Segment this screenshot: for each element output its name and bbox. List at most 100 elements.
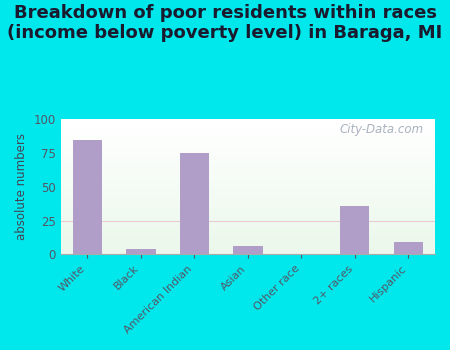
Bar [61,241,435,242]
Bar [61,224,435,225]
Bar [61,203,435,204]
Bar [61,245,435,246]
Bar [61,131,435,132]
Bar [61,249,435,250]
Bar [61,205,435,206]
Bar [61,198,435,199]
Bar [61,200,435,201]
Bar [61,201,435,202]
Bar [61,191,435,192]
Bar [61,148,435,149]
Bar [61,214,435,215]
Bar [61,132,435,133]
Bar [61,202,435,203]
Bar [61,158,435,159]
Bar [61,168,435,169]
Bar [61,226,435,227]
Bar [61,146,435,147]
Bar [61,242,435,243]
Bar [61,208,435,209]
Bar [61,121,435,122]
Bar [61,186,435,187]
Bar [61,204,435,205]
Bar [61,165,435,166]
Bar [126,249,156,254]
Bar [61,120,435,121]
Bar [61,139,435,140]
Bar [61,247,435,248]
Bar [61,213,435,214]
Bar [61,144,435,145]
Bar [61,157,435,158]
Bar [61,199,435,200]
Bar [61,209,435,210]
Bar [61,251,435,252]
Bar [61,167,435,168]
Bar [61,179,435,180]
Bar [61,189,435,190]
Bar [61,184,435,185]
Bar [61,149,435,150]
Bar [61,219,435,220]
Bar [61,211,435,212]
Bar [61,216,435,217]
Bar [61,145,435,146]
Bar [61,210,435,211]
Bar [61,178,435,179]
Bar [61,169,435,170]
Bar [61,163,435,164]
Bar [61,153,435,154]
Bar [61,135,435,136]
Bar [61,243,435,244]
Bar [61,128,435,129]
Bar [61,137,435,138]
Bar [61,240,435,241]
Text: Breakdown of poor residents within races
(income below poverty level) in Baraga,: Breakdown of poor residents within races… [7,4,443,42]
Bar [61,177,435,178]
Bar [61,124,435,125]
Bar [394,242,423,254]
Bar [61,173,435,174]
Bar [61,182,435,183]
Text: City-Data.com: City-Data.com [340,123,424,136]
Bar [61,207,435,208]
Bar [61,155,435,156]
Bar [61,232,435,233]
Bar [61,119,435,120]
Bar [340,206,369,254]
Bar [61,172,435,173]
Bar [61,130,435,131]
Bar [61,220,435,221]
Bar [61,174,435,175]
Bar [61,154,435,155]
Bar [61,188,435,189]
Bar [61,171,435,172]
Bar [61,136,435,137]
Bar [61,236,435,237]
Bar [61,134,435,135]
Bar [61,212,435,213]
Bar [61,234,435,235]
Bar [61,225,435,226]
Bar [61,156,435,157]
Bar [61,248,435,249]
Bar [61,218,435,219]
Bar [61,127,435,128]
Bar [61,181,435,182]
Y-axis label: absolute numbers: absolute numbers [15,133,28,240]
Bar [61,123,435,124]
Bar [61,151,435,152]
Bar [61,195,435,196]
Bar [61,194,435,195]
Bar [61,230,435,231]
Bar [61,133,435,134]
Bar [61,222,435,223]
Bar [61,166,435,167]
Bar [61,246,435,247]
Bar [61,162,435,163]
Bar [61,140,435,141]
Bar [61,231,435,232]
Bar [61,129,435,130]
Bar [61,221,435,222]
Bar [61,252,435,253]
